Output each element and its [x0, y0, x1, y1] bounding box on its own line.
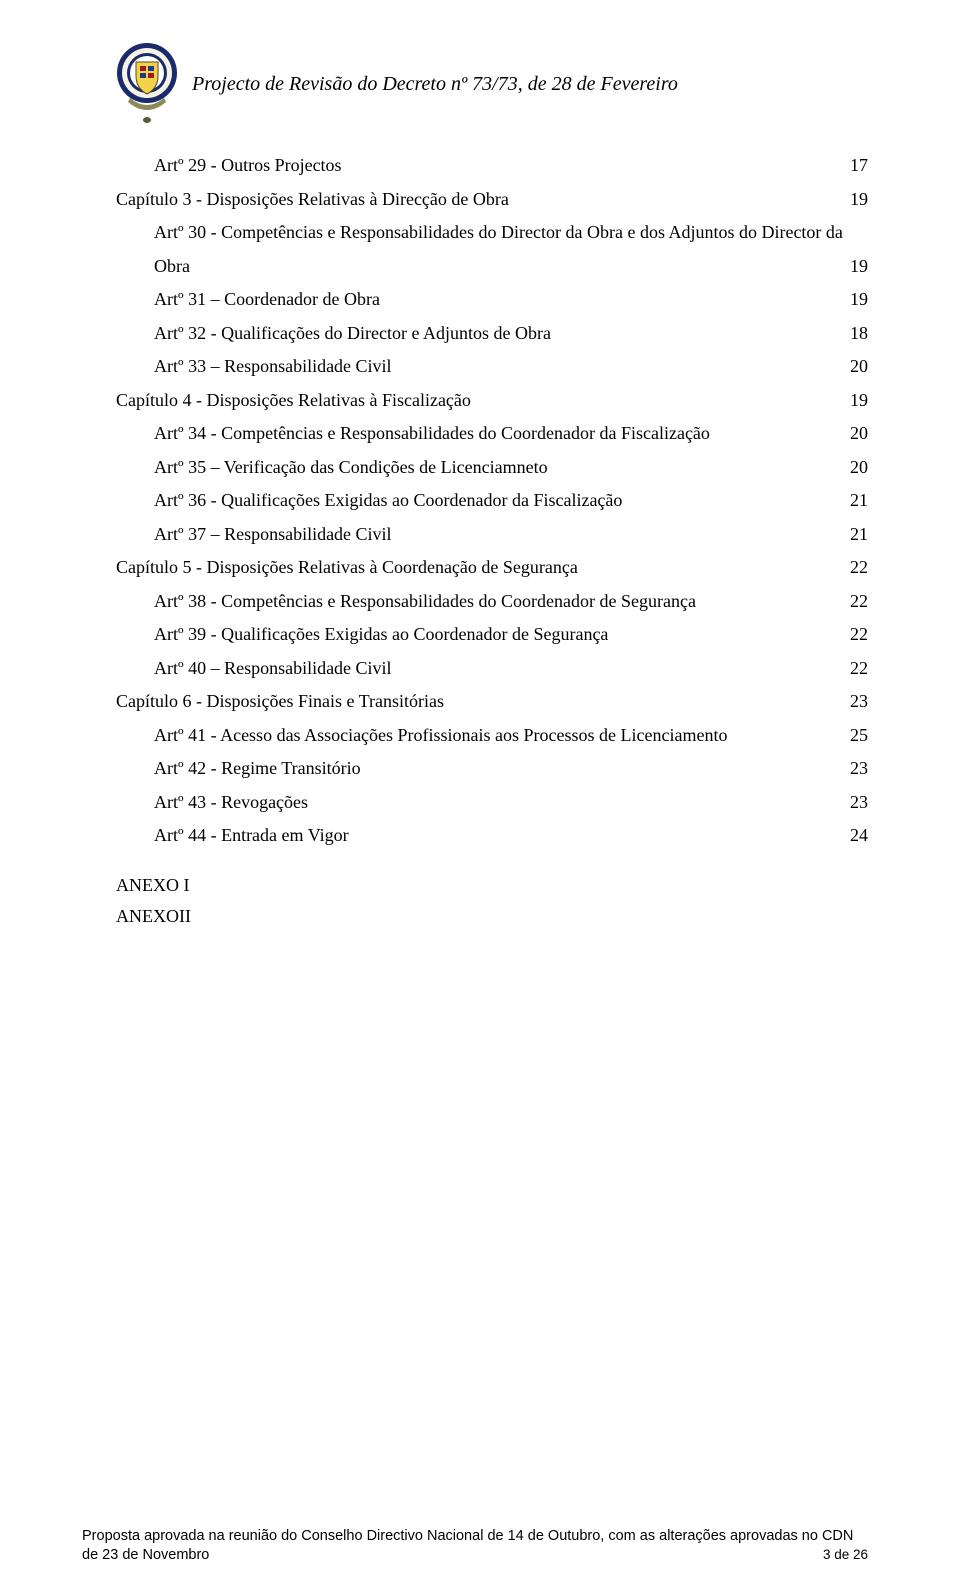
- page-number: 3 de 26: [823, 1546, 868, 1564]
- annex-list: ANEXO I ANEXOII: [116, 875, 868, 927]
- toc-page-number: 19: [848, 255, 868, 278]
- toc-label: Artº 30 - Competências e Responsabilidad…: [154, 221, 843, 244]
- toc-page-number: 19: [848, 188, 868, 211]
- toc-entry: Artº 31 – Coordenador de Obra 19: [116, 288, 868, 311]
- toc-entry: Capítulo 5 - Disposições Relativas à Coo…: [116, 556, 868, 579]
- toc-label: Capítulo 5 - Disposições Relativas à Coo…: [116, 556, 578, 579]
- document-page: Projecto de Revisão do Decreto nº 73/73,…: [0, 0, 960, 1594]
- toc-entry-line: Artº 30 - Competências e Responsabilidad…: [116, 221, 868, 244]
- toc-page-number: 25: [848, 724, 868, 747]
- toc-entry: Artº 34 - Competências e Responsabilidad…: [116, 422, 868, 445]
- annex-item: ANEXO I: [116, 875, 868, 896]
- toc-entry: Artº 44 - Entrada em Vigor 24: [116, 824, 868, 847]
- toc-label: Artº 33 – Responsabilidade Civil: [154, 355, 392, 378]
- page-footer: Proposta aprovada na reunião do Conselho…: [82, 1527, 868, 1566]
- toc-entry: Artº 42 - Regime Transitório 23: [116, 757, 868, 780]
- toc-label: Artº 41 - Acesso das Associações Profiss…: [154, 724, 727, 747]
- toc-page-number: 22: [848, 590, 868, 613]
- toc-entry: Capítulo 6 - Disposições Finais e Transi…: [116, 690, 868, 713]
- toc-entry: Artº 33 – Responsabilidade Civil 20: [116, 355, 868, 378]
- toc-entry: Artº 29 - Outros Projectos 17: [116, 154, 868, 177]
- toc-page-number: 22: [848, 623, 868, 646]
- toc-entry: Artº 43 - Revogações 23: [116, 791, 868, 814]
- toc-page-number: 19: [848, 288, 868, 311]
- toc-page-number: 18: [848, 322, 868, 345]
- toc-label: Obra: [154, 255, 190, 278]
- toc-entry: Artº 40 – Responsabilidade Civil 22: [116, 657, 868, 680]
- toc-label: Artº 40 – Responsabilidade Civil: [154, 657, 392, 680]
- table-of-contents: Artº 29 - Outros Projectos 17 Capítulo 3 …: [116, 154, 868, 847]
- toc-entry: Artº 35 – Verificação das Condições de L…: [116, 456, 868, 479]
- document-title: Projecto de Revisão do Decreto nº 73/73,…: [192, 73, 678, 96]
- toc-label: Artº 31 – Coordenador de Obra: [154, 288, 380, 311]
- toc-entry: Obra 19: [116, 255, 868, 278]
- annex-item: ANEXOII: [116, 906, 868, 927]
- page-header: Projecto de Revisão do Decreto nº 73/73,…: [116, 42, 868, 126]
- toc-page-number: 21: [848, 523, 868, 546]
- toc-label: Artº 42 - Regime Transitório: [154, 757, 361, 780]
- toc-label: Artº 43 - Revogações: [154, 791, 308, 814]
- toc-label: Artº 29 - Outros Projectos: [154, 154, 342, 177]
- org-crest-icon: [116, 42, 178, 126]
- toc-page-number: 23: [848, 690, 868, 713]
- toc-label: Capítulo 4 - Disposições Relativas à Fis…: [116, 389, 471, 412]
- toc-entry: Capítulo 3 - Disposições Relativas à Dir…: [116, 188, 868, 211]
- toc-label: Artº 44 - Entrada em Vigor: [154, 824, 349, 847]
- toc-label: Capítulo 3 - Disposições Relativas à Dir…: [116, 188, 509, 211]
- toc-page-number: 22: [848, 556, 868, 579]
- toc-page-number: 24: [848, 824, 868, 847]
- toc-label: Artº 38 - Competências e Responsabilidad…: [154, 590, 696, 613]
- toc-label: Artº 32 - Qualificações do Director e Ad…: [154, 322, 551, 345]
- toc-page-number: 19: [848, 389, 868, 412]
- toc-page-number: 17: [848, 154, 868, 177]
- toc-page-number: 20: [848, 456, 868, 479]
- footer-text: Proposta aprovada na reunião do Conselho…: [82, 1528, 853, 1564]
- toc-label: Artº 39 - Qualificações Exigidas ao Coor…: [154, 623, 608, 646]
- toc-entry: Artº 38 - Competências e Responsabilidad…: [116, 590, 868, 613]
- toc-entry: Artº 36 - Qualificações Exigidas ao Coor…: [116, 489, 868, 512]
- toc-label: Artº 37 – Responsabilidade Civil: [154, 523, 392, 546]
- toc-label: Capítulo 6 - Disposições Finais e Transi…: [116, 690, 444, 713]
- toc-entry: Artº 32 - Qualificações do Director e Ad…: [116, 322, 868, 345]
- toc-entry: Artº 39 - Qualificações Exigidas ao Coor…: [116, 623, 868, 646]
- toc-page-number: 22: [848, 657, 868, 680]
- toc-label: Artº 36 - Qualificações Exigidas ao Coor…: [154, 489, 622, 512]
- toc-label: Artº 34 - Competências e Responsabilidad…: [154, 422, 710, 445]
- toc-entry: Artº 37 – Responsabilidade Civil 21: [116, 523, 868, 546]
- toc-page-number: 23: [848, 791, 868, 814]
- toc-label: Artº 35 – Verificação das Condições de L…: [154, 456, 548, 479]
- toc-page-number: 20: [848, 422, 868, 445]
- toc-page-number: 21: [848, 489, 868, 512]
- toc-page-number: 20: [848, 355, 868, 378]
- toc-page-number: 23: [848, 757, 868, 780]
- toc-entry: Artº 41 - Acesso das Associações Profiss…: [116, 724, 868, 747]
- toc-entry: Capítulo 4 - Disposições Relativas à Fis…: [116, 389, 868, 412]
